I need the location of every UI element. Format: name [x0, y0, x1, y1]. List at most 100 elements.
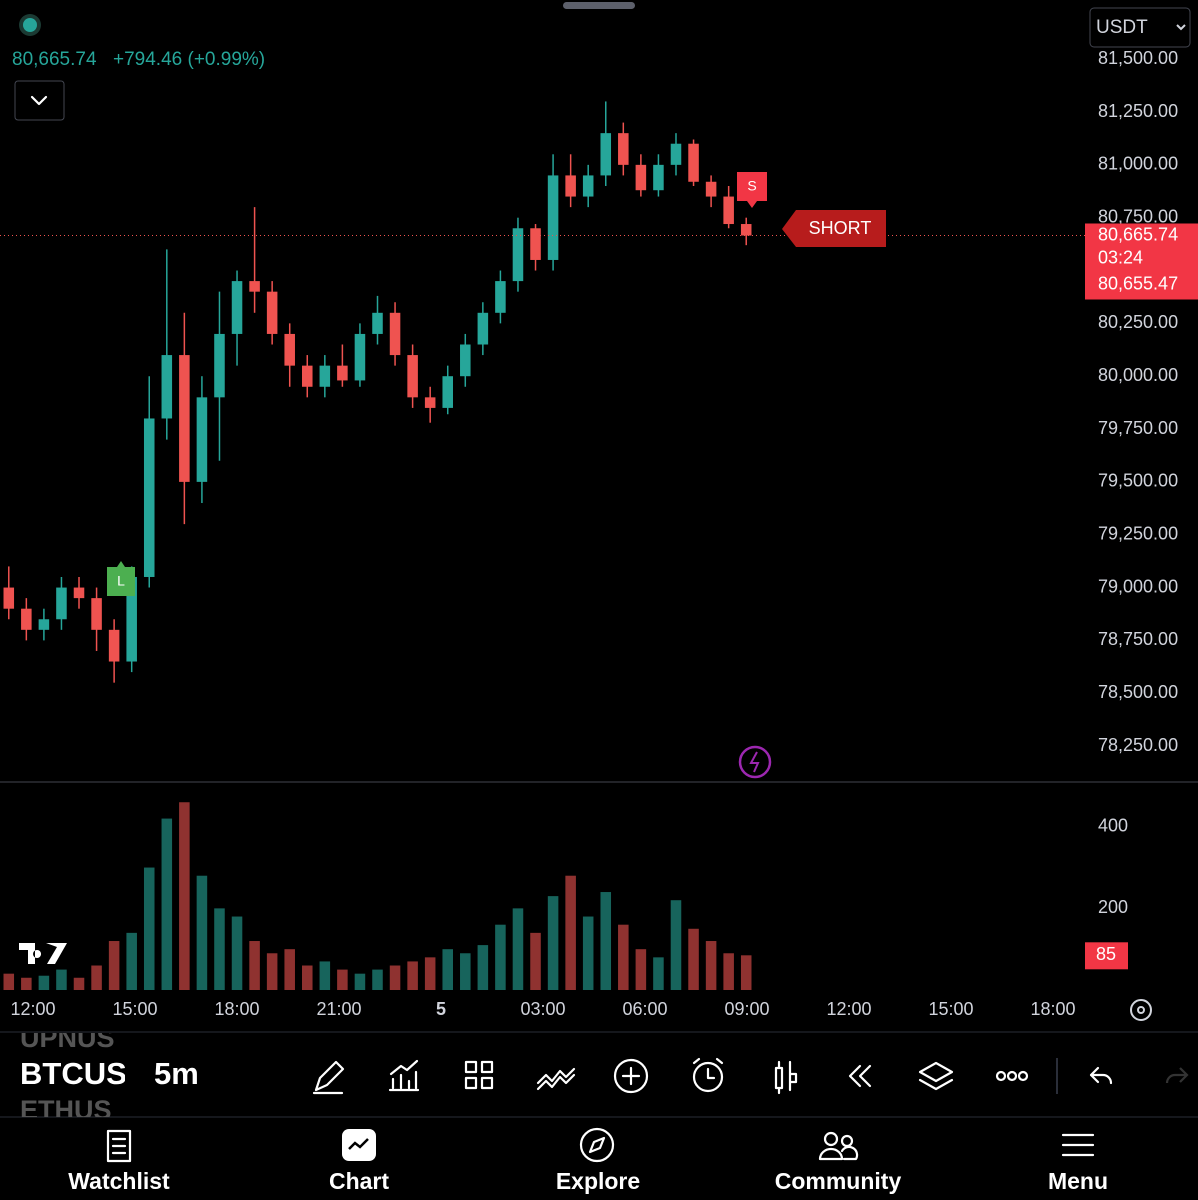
nav-explore[interactable]: Explore	[556, 1127, 640, 1194]
candle-body	[495, 281, 506, 313]
candle-body	[740, 224, 752, 236]
indicators-icon[interactable]	[388, 1059, 420, 1092]
undo-icon[interactable]	[1089, 1066, 1113, 1085]
candle-body	[249, 281, 260, 292]
x-tick-label: 15:00	[112, 999, 157, 1019]
volume-bar	[108, 941, 120, 990]
volume-tag	[1085, 942, 1128, 970]
toolbar-icons	[312, 1057, 1189, 1095]
more-dot[interactable]	[995, 1070, 1007, 1082]
volume-bar	[21, 977, 32, 990]
candle-body	[635, 164, 647, 191]
candle-body	[424, 397, 436, 408]
alert-icon[interactable]	[738, 745, 772, 779]
candle-body	[688, 143, 699, 182]
volume-bar	[38, 975, 50, 990]
volume-bar	[688, 928, 699, 990]
layers-icon[interactable]	[918, 1061, 954, 1091]
volume-bar	[249, 941, 260, 990]
volume-bar	[372, 969, 383, 990]
volume-tick-label: 200	[1098, 897, 1128, 917]
y-tick-label: 79,500.00	[1098, 471, 1178, 491]
volume-bar	[740, 955, 752, 990]
community-icon	[840, 1134, 854, 1148]
nav-label: Menu	[1048, 1168, 1108, 1194]
candle-body	[723, 196, 734, 225]
volume-bar	[495, 924, 506, 990]
redo-icon[interactable]	[1165, 1067, 1189, 1084]
alarm-hands	[692, 1057, 724, 1080]
y-tick-label: 79,750.00	[1098, 418, 1178, 438]
volume-bar	[477, 945, 489, 990]
volume-bar	[143, 867, 155, 990]
more-dot[interactable]	[1006, 1070, 1018, 1082]
logo-shape	[19, 943, 67, 964]
drag-handle[interactable]	[563, 2, 635, 9]
candle-body	[354, 333, 366, 381]
volume-bar	[266, 953, 278, 990]
nav-watchlist[interactable]: Watchlist	[68, 1129, 170, 1194]
chart-type-icon[interactable]	[774, 1060, 798, 1095]
candle-body	[407, 355, 418, 398]
draw-icon[interactable]	[312, 1060, 345, 1095]
more-dot[interactable]	[1017, 1070, 1029, 1082]
volume-bar	[407, 961, 418, 990]
x-tick-label: 21:00	[316, 999, 361, 1019]
x-tick-label: 12:00	[10, 999, 55, 1019]
volume-bar	[442, 949, 453, 990]
settings-icon[interactable]	[1130, 999, 1152, 1021]
nav-chart[interactable]: Chart	[329, 1129, 389, 1194]
bid-label: 80,655.47	[1098, 273, 1178, 293]
volume-bar	[3, 973, 15, 990]
candle-body	[231, 281, 243, 334]
candle-body	[389, 312, 401, 356]
volume-bar	[284, 949, 295, 990]
volume-bar	[319, 961, 331, 990]
volume-last-label: 85	[1096, 944, 1116, 964]
candle-body	[302, 365, 313, 387]
watchlist-icon	[106, 1129, 132, 1163]
candle-body	[73, 587, 85, 599]
y-tick-label: 81,000.00	[1098, 154, 1178, 174]
candle-body	[705, 181, 717, 197]
candle-body	[319, 365, 331, 387]
currency-select[interactable]	[1089, 7, 1191, 48]
y-tick-label: 78,500.00	[1098, 682, 1178, 702]
compare-icon[interactable]	[536, 1067, 576, 1091]
explore-icon	[579, 1127, 615, 1163]
candle-body	[372, 312, 383, 334]
volume-bar	[91, 965, 102, 990]
x-tick-label: 15:00	[928, 999, 973, 1019]
candle-body	[618, 133, 629, 165]
tv-logo	[19, 943, 67, 964]
layout-icon[interactable]	[464, 1060, 494, 1090]
plot: 81,500.00 81,250.00 81,000.00 80,750.00 80,2…	[0, 48, 1198, 1019]
volume-bar	[600, 892, 612, 990]
alarm-icon[interactable]	[692, 1061, 724, 1093]
interval[interactable]: 5m	[154, 1056, 199, 1091]
x-tick-label: 06:00	[622, 999, 667, 1019]
nav-community[interactable]: Community	[775, 1131, 902, 1194]
volume-bar	[231, 916, 243, 990]
candle-body	[179, 355, 190, 482]
symbol-switcher[interactable]: UPNUS BTCUSD ETHUS	[20, 1023, 149, 1125]
volume-bar	[653, 957, 664, 990]
y-tick-label: 80,000.00	[1098, 365, 1178, 385]
volume-bar	[670, 900, 682, 990]
nav-menu[interactable]: Menu	[1048, 1133, 1108, 1194]
collapse-button[interactable]	[14, 80, 65, 121]
volume-bar	[635, 949, 647, 990]
add-icon[interactable]	[613, 1058, 649, 1094]
volume-bar	[161, 818, 173, 990]
add-plus	[621, 1066, 641, 1086]
symbol-prev: UPNUS	[20, 1023, 115, 1053]
volume-bar	[460, 953, 471, 990]
replay-icon[interactable]	[848, 1064, 872, 1088]
candle-body	[38, 619, 50, 630]
short-tag	[782, 210, 886, 247]
candle-body	[442, 376, 453, 408]
x-tick-label: 12:00	[826, 999, 871, 1019]
y-tick-label: 80,750.00	[1098, 206, 1178, 226]
candle-body	[653, 164, 664, 191]
